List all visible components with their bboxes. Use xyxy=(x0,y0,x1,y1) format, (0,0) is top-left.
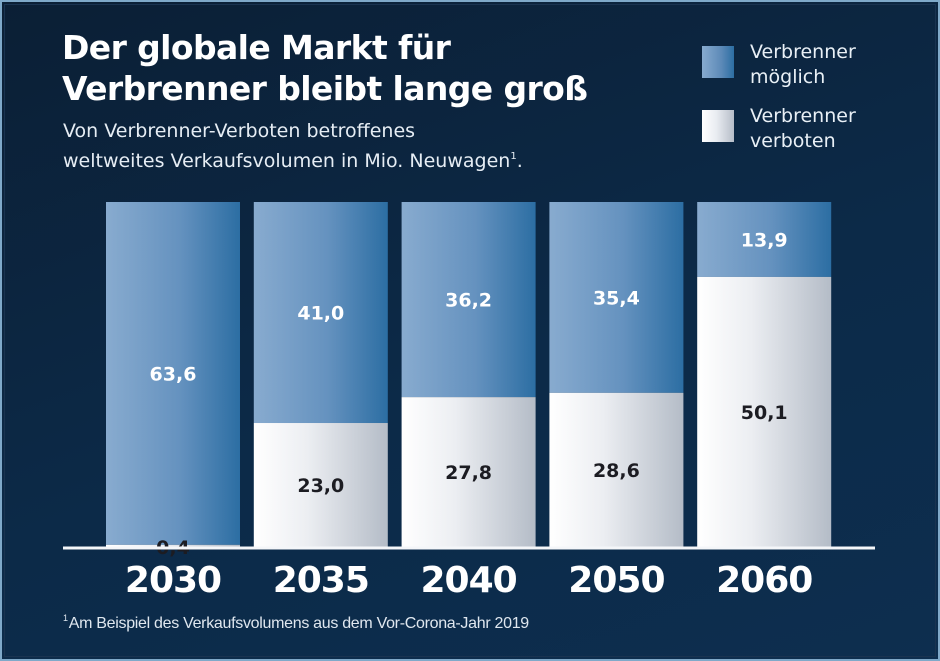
legend-swatch-banned xyxy=(702,110,734,142)
legend-label-banned-line-2: verboten xyxy=(750,130,836,152)
bar-segment-allowed-2035 xyxy=(253,202,388,424)
chart-title-line-2: Verbrenner bleibt lange groß xyxy=(62,69,588,108)
subtitle-period: . xyxy=(516,150,523,172)
x-tick-label-2035: 2035 xyxy=(273,560,369,601)
legend-label-banned: Verbrenner verboten xyxy=(750,104,856,154)
chart-subtitle: Von Verbrenner-Verboten betroffenes welt… xyxy=(63,118,523,174)
bar-segment-allowed-2040 xyxy=(401,202,536,398)
x-tick-labels-group: 2030 2035 2040 2050 2060 xyxy=(125,560,813,601)
bar-segment-banned-2040 xyxy=(401,397,536,547)
bar-segment-banned-2035 xyxy=(253,423,388,547)
x-tick-label-2030: 2030 xyxy=(125,560,221,601)
chart-subtitle-line-2-text: weltweites Verkaufsvolumen in Mio. Neuwa… xyxy=(63,150,511,172)
subtitle-footnote-mark: 1 xyxy=(510,151,517,162)
bar-segment-banned-2060 xyxy=(697,276,832,547)
legend-label-allowed: Verbrenner möglich xyxy=(750,40,856,90)
legend-item-allowed: Verbrenner möglich xyxy=(702,40,902,100)
legend-label-allowed-line-2: möglich xyxy=(750,66,826,88)
bar-segment-banned-2050 xyxy=(549,392,684,547)
data-label-allowed-2050: 35,4 xyxy=(593,287,640,309)
data-label-allowed-2035: 41,0 xyxy=(297,303,344,325)
data-label-banned-2035: 23,0 xyxy=(297,475,344,497)
data-label-allowed-2040: 36,2 xyxy=(445,290,492,312)
chart-subtitle-line-2: weltweites Verkaufsvolumen in Mio. Neuwa… xyxy=(63,144,523,174)
footnote-mark: 1 xyxy=(63,613,68,623)
chart-title-line-1: Der globale Markt für xyxy=(62,28,451,67)
data-label-banned-2040: 27,8 xyxy=(445,462,492,484)
bar-segment-allowed-2050 xyxy=(549,202,684,393)
x-tick-label-2060: 2060 xyxy=(716,560,812,601)
x-tick-label-2050: 2050 xyxy=(568,560,664,601)
footnote-text: Am Beispiel des Verkaufsvolumens aus dem… xyxy=(68,615,529,632)
data-label-banned-2050: 28,6 xyxy=(593,460,640,482)
data-label-banned-2060: 50,1 xyxy=(741,402,788,424)
legend-item-banned: Verbrenner verboten xyxy=(702,104,902,164)
bar-segment-banned-2030 xyxy=(106,544,240,547)
footnote: 1Am Beispiel des Verkaufsvolumens aus de… xyxy=(63,613,529,633)
legend-label-banned-line-1: Verbrenner xyxy=(750,105,856,127)
bars-group xyxy=(106,202,832,547)
legend-label-allowed-line-1: Verbrenner xyxy=(750,41,856,63)
x-tick-label-2040: 2040 xyxy=(420,560,516,601)
chart-title: Der globale Markt für Verbrenner bleibt … xyxy=(62,27,588,109)
data-label-allowed-2030: 63,6 xyxy=(150,363,197,385)
chart-subtitle-line-1: Von Verbrenner-Verboten betroffenes xyxy=(63,120,416,142)
data-label-allowed-2060: 13,9 xyxy=(741,229,788,251)
bar-segment-allowed-2030 xyxy=(106,202,240,545)
legend-swatch-allowed xyxy=(702,46,734,78)
bar-segment-allowed-2060 xyxy=(697,202,832,277)
